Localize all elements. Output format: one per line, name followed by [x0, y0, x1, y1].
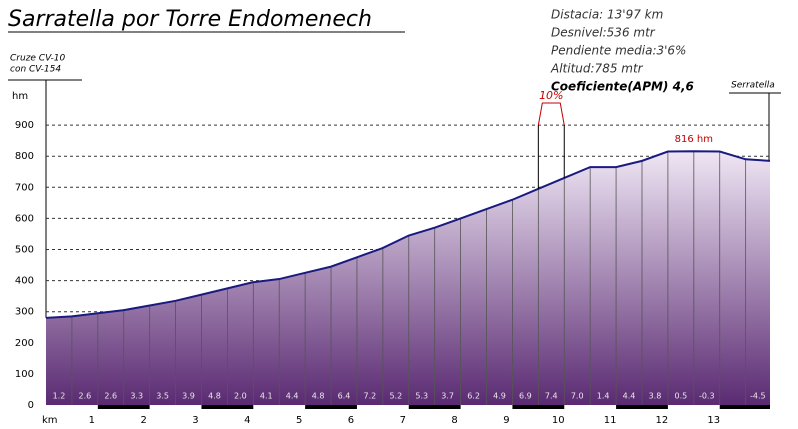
grade-label: 2.6 [79, 392, 92, 401]
km-bar-segment [305, 405, 357, 409]
grade-label: -4.5 [750, 392, 766, 401]
grade-label: 5.3 [415, 392, 428, 401]
x-tick-label: 6 [348, 415, 354, 426]
x-tick-label: 12 [656, 415, 669, 426]
x-tick-label: 11 [604, 415, 617, 426]
grade-label: 6.2 [467, 392, 480, 401]
profile-line [45, 150, 771, 319]
x-tick-label: 5 [296, 415, 302, 426]
km-bar-segment [201, 405, 254, 409]
stat-line: Distacia: 13'97 km [551, 8, 663, 22]
km-bar-segment [408, 405, 461, 409]
grade-label: 3.7 [441, 392, 454, 401]
km-bar-segment [97, 405, 150, 409]
x-tick-label: 1 [89, 415, 95, 426]
y-tick-label: 200 [15, 338, 34, 349]
grade-label: -0.3 [699, 392, 715, 401]
x-tick-label: 2 [140, 415, 146, 426]
grade-label: 7.2 [364, 392, 377, 401]
grade-label: 1.2 [53, 392, 66, 401]
grade-label: 7.0 [571, 392, 584, 401]
y-tick-label: 900 [15, 120, 34, 131]
x-tick-label: 7 [400, 415, 406, 426]
y-tick-label: 300 [15, 307, 34, 318]
grade-label: 3.5 [156, 392, 169, 401]
x-tick-label: 13 [707, 415, 720, 426]
stat-line: Desnivel:536 mtr [551, 26, 656, 40]
x-tick-label: 3 [192, 415, 198, 426]
y-tick-label: 600 [15, 213, 34, 224]
x-tick-label: 10 [552, 415, 565, 426]
y-tick-label: 800 [15, 151, 34, 162]
x-tick-label: 4 [244, 415, 250, 426]
grade-label: 0.5 [674, 392, 687, 401]
y-tick-label: 700 [15, 182, 34, 193]
grade-label: 4.4 [286, 392, 299, 401]
grade-label: 2.0 [234, 392, 247, 401]
km-bar-segment [719, 405, 770, 409]
grade-label: 6.9 [519, 392, 532, 401]
grade-label: 7.4 [545, 392, 558, 401]
grade-label: 4.8 [312, 392, 325, 401]
max-grade-label: 10% [539, 89, 563, 102]
grade-label: 4.9 [493, 392, 506, 401]
y-tick-label: 400 [15, 276, 34, 287]
stat-line: Coeficiente(APM) 4,6 [551, 80, 694, 94]
km-bar-segment [512, 405, 565, 409]
grade-label: 1.4 [597, 392, 610, 401]
peak-label: 816 hm [675, 134, 713, 145]
stat-line: Pendiente media:3'6% [551, 44, 686, 58]
km-bar-segment [616, 405, 668, 409]
x-tick-label: 9 [503, 415, 509, 426]
grade-label: 3.9 [182, 392, 195, 401]
stat-line: Altitud:785 mtr [550, 62, 644, 76]
grade-label: 4.8 [208, 392, 221, 401]
end-label: Serratella [731, 81, 775, 91]
grade-label: 4.1 [260, 392, 273, 401]
y-axis-label: hm [12, 91, 28, 102]
grade-label: 6.4 [338, 392, 351, 401]
grade-label: 2.6 [104, 392, 117, 401]
x-axis-label: km [42, 415, 58, 426]
start-label: con CV-154 [10, 65, 61, 75]
start-label: Cruze CV-10 [10, 54, 65, 64]
grade-label: 4.4 [623, 392, 636, 401]
y-tick-label: 500 [15, 245, 34, 256]
x-tick-label: 8 [451, 415, 457, 426]
km-bar [46, 405, 770, 409]
chart-title: Sarratella por Torre Endomenech [8, 7, 372, 32]
max-grade-bracket [537, 102, 565, 126]
y-tick-label: 100 [15, 369, 34, 380]
grade-label: 3.8 [649, 392, 662, 401]
grade-label: 5.2 [389, 392, 402, 401]
y-tick-label: 0 [28, 400, 34, 411]
grade-label: 3.3 [130, 392, 143, 401]
area-fill [46, 151, 770, 405]
